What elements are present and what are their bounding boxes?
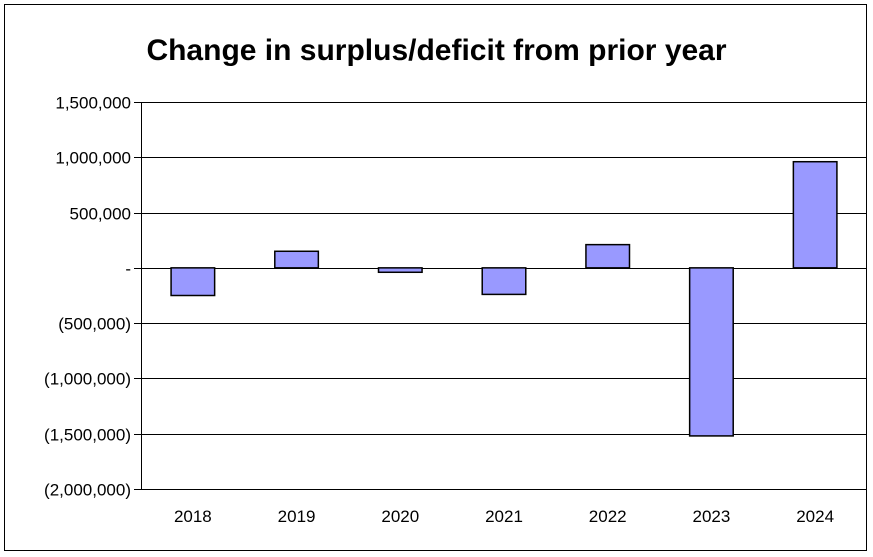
x-tick-labels: 2018 2019 2020 2021 2022 2023 2024 bbox=[174, 507, 834, 526]
bars bbox=[170, 160, 838, 437]
x-tick-label: 2018 bbox=[174, 507, 212, 526]
bar-2018 bbox=[170, 267, 216, 297]
chart-title: Change in surplus/deficit from prior yea… bbox=[146, 34, 727, 67]
y-tick-label: (500,000) bbox=[58, 315, 131, 334]
axes bbox=[134, 102, 867, 490]
bar-2022 bbox=[585, 243, 631, 269]
y-tick-label: (2,000,000) bbox=[44, 481, 131, 500]
x-tick-label: 2021 bbox=[485, 507, 523, 526]
y-tick-label: 1,000,000 bbox=[55, 149, 131, 168]
x-tick-label: 2019 bbox=[278, 507, 316, 526]
bar-2021 bbox=[481, 267, 527, 296]
bar-2023 bbox=[688, 267, 734, 437]
x-tick-label: 2024 bbox=[796, 507, 834, 526]
y-tick-labels: 1,500,000 1,000,000 500,000 - (500,000) (1,00… bbox=[44, 94, 131, 500]
bar-2020 bbox=[377, 267, 423, 274]
gridlines bbox=[141, 102, 867, 435]
bar-2019 bbox=[274, 250, 320, 269]
x-tick-label: 2022 bbox=[589, 507, 627, 526]
y-tick-label: (1,500,000) bbox=[44, 426, 131, 445]
y-tick-label: (1,000,000) bbox=[44, 370, 131, 389]
x-tick-label: 2023 bbox=[693, 507, 731, 526]
bar-2024 bbox=[792, 160, 838, 269]
y-tick-label: 1,500,000 bbox=[55, 94, 131, 113]
y-tick-label: 500,000 bbox=[70, 205, 131, 224]
x-tick-label: 2020 bbox=[381, 507, 419, 526]
y-tick-label: - bbox=[125, 260, 131, 279]
